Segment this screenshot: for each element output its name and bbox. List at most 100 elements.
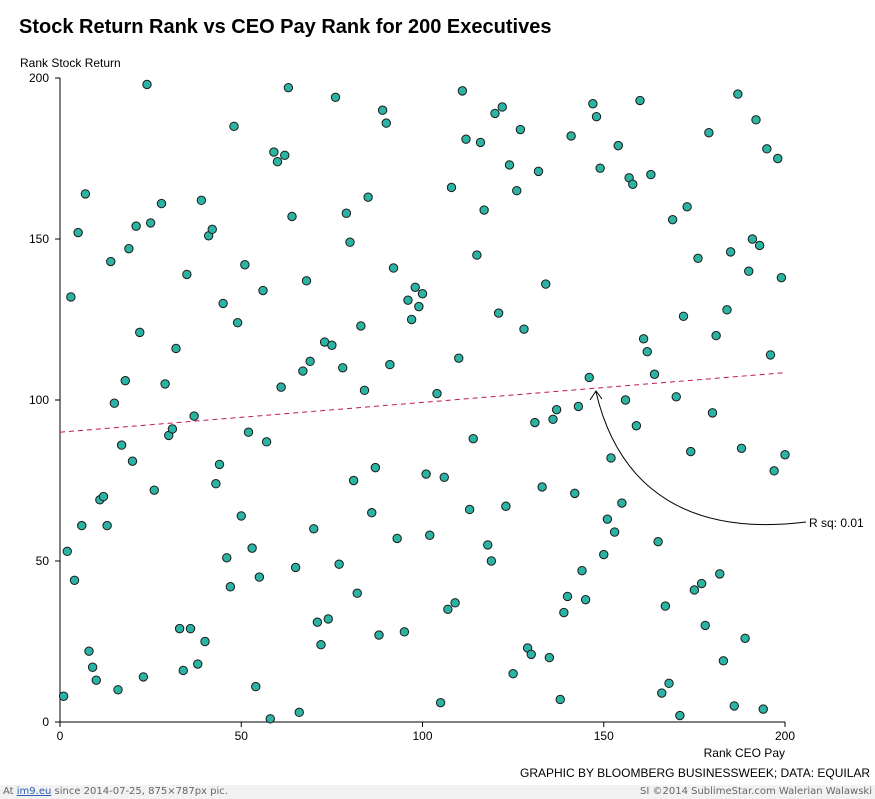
data-point (432, 388, 442, 399)
data-point (475, 137, 486, 148)
data-point (715, 569, 725, 579)
data-point (316, 640, 326, 650)
data-point (388, 263, 399, 273)
data-points (58, 79, 790, 724)
data-point (649, 369, 660, 379)
data-point (77, 520, 87, 531)
data-point (84, 646, 94, 656)
data-point (214, 459, 225, 470)
data-point (80, 189, 91, 199)
data-point (588, 99, 598, 109)
data-point (446, 182, 457, 193)
data-point (497, 102, 507, 112)
data-point (526, 649, 536, 660)
annotation-arrow-head (589, 390, 603, 401)
data-point (298, 366, 308, 376)
data-point (385, 359, 395, 370)
data-point (280, 150, 290, 160)
data-point (106, 256, 116, 267)
data-point (243, 427, 254, 437)
data-point (512, 186, 522, 196)
data-point (403, 295, 413, 305)
data-point (551, 404, 562, 415)
axes: Rank Stock Return Rank CEO Pay (20, 56, 785, 760)
data-point (443, 604, 453, 614)
data-point (327, 340, 337, 350)
data-point (127, 456, 138, 466)
data-point (142, 79, 152, 90)
data-point (754, 240, 765, 251)
data-point (338, 363, 348, 373)
data-point (493, 308, 504, 318)
data-point (113, 685, 123, 695)
data-point (483, 540, 493, 550)
data-point (272, 157, 283, 167)
data-point (747, 234, 758, 244)
data-point (696, 578, 707, 589)
data-point (711, 330, 721, 341)
data-point (178, 665, 188, 676)
data-point (602, 514, 613, 524)
x-tick-label: 200 (775, 729, 795, 743)
data-point (559, 607, 569, 618)
data-point (638, 334, 649, 344)
data-point (577, 565, 587, 576)
ticks: 0 50 100 150 200 0 50 100 150 200 (29, 71, 795, 743)
data-point (211, 479, 221, 489)
data-point (312, 617, 323, 627)
data-point (566, 131, 576, 141)
data-point (773, 153, 783, 164)
data-point (392, 533, 402, 544)
data-point (283, 82, 294, 93)
data-point (345, 237, 355, 247)
data-point (149, 485, 159, 495)
data-point (508, 669, 518, 679)
trendline (59, 372, 786, 433)
data-point (225, 582, 236, 592)
data-point (417, 289, 428, 299)
data-point (352, 588, 362, 598)
y-axis-label: Rank Stock Return (20, 56, 121, 70)
data-point (363, 192, 373, 202)
data-point (689, 585, 700, 595)
data-point (667, 214, 678, 225)
data-point (265, 714, 275, 724)
annotation-label: R sq: 0.01 (809, 516, 864, 530)
footer-suffix: since 2014-07-25, 875×787px pic. (51, 786, 228, 797)
data-point (675, 710, 685, 721)
data-point (73, 227, 83, 238)
data-point (613, 140, 623, 151)
data-point (414, 301, 424, 312)
data-point (377, 105, 388, 115)
annotation-group: R sq: 0.01 (589, 390, 864, 530)
data-point (609, 527, 620, 537)
data-point (646, 169, 656, 180)
footer-link[interactable]: im9.eu (16, 786, 52, 797)
data-point (707, 408, 718, 418)
data-point (454, 353, 464, 363)
data-point (653, 536, 663, 547)
data-point (229, 121, 239, 132)
data-point (762, 144, 772, 154)
data-point (131, 221, 141, 231)
data-point (189, 411, 199, 421)
data-point (323, 614, 333, 624)
data-point (718, 656, 729, 666)
data-point (457, 86, 468, 96)
annotation-arrow-curve (595, 391, 807, 526)
data-point (660, 601, 671, 611)
data-point (704, 128, 714, 138)
data-point (348, 475, 359, 486)
data-point (548, 414, 558, 425)
data-point (156, 198, 167, 209)
data-point (247, 543, 257, 553)
data-point (678, 311, 689, 321)
data-point (744, 266, 754, 276)
y-tick-label: 0 (42, 715, 49, 729)
data-point (631, 421, 642, 431)
data-point (305, 356, 315, 367)
data-point (562, 591, 573, 602)
data-point (185, 623, 196, 634)
data-point (381, 118, 391, 128)
data-point (464, 504, 475, 515)
